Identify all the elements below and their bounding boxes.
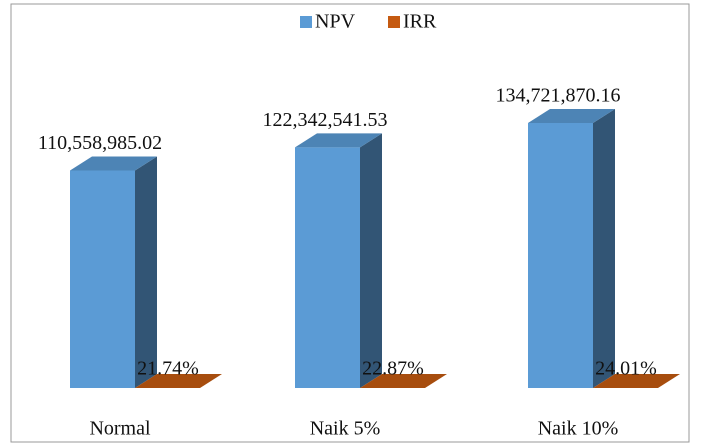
x-tick-label: Naik 10% (538, 418, 619, 440)
bar-front (528, 123, 593, 388)
data-label: 134,721,870.16 (496, 85, 621, 107)
bar-top (70, 156, 157, 171)
bar (360, 373, 447, 388)
bar-side (593, 109, 615, 388)
x-tick-label: Naik 5% (310, 418, 381, 440)
legend-label: NPV (315, 11, 356, 33)
legend-swatch (388, 16, 400, 28)
data-label: 122,342,541.53 (263, 109, 388, 131)
data-label: 21.74% (137, 358, 199, 380)
bar-top (528, 109, 615, 123)
legend-swatch (300, 16, 312, 28)
bar-top (295, 133, 382, 148)
bar-top (135, 373, 222, 388)
bar (528, 109, 615, 388)
x-tick-label: Normal (89, 418, 151, 440)
bar (135, 373, 222, 388)
bar-top (593, 373, 680, 388)
data-label: 24.01% (595, 358, 657, 380)
bar-side (360, 133, 382, 388)
bar (295, 133, 382, 388)
bar-side (135, 156, 157, 388)
data-label: 22.87% (362, 358, 424, 380)
bar-front (295, 147, 360, 388)
bar (593, 373, 680, 388)
legend-label: IRR (403, 11, 437, 33)
data-label: 110,558,985.02 (38, 132, 162, 154)
bar-top (360, 373, 447, 388)
bar (70, 156, 157, 388)
bar-front (70, 170, 135, 388)
